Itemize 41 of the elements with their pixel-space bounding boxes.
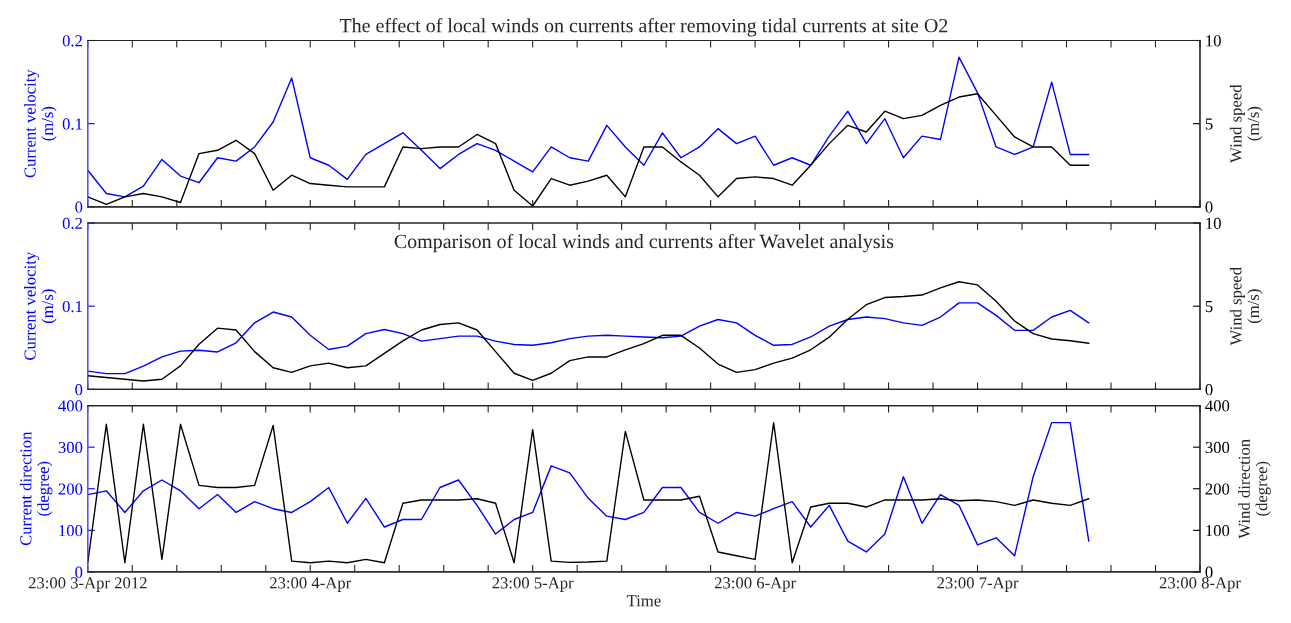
line-series: [87, 302, 1090, 375]
y2-tick-label: 0: [1205, 566, 1213, 578]
y2-tick-label: 0: [1205, 201, 1213, 213]
y-tick-label: 300: [58, 441, 83, 454]
chart-title: The effect of local winds on currents after removing tidal currents at site O2: [339, 18, 948, 37]
y2-axis-title: Wind speed (m/s): [1229, 267, 1263, 346]
x-tick-label: 23:00 8-Apr: [1159, 577, 1241, 592]
y-axis-title: Current velocity (m/s): [23, 69, 57, 178]
text: Comparison of local winds and currents after Wavelet analysis: [394, 233, 894, 253]
x-tick-label: 23:00 6-Apr: [714, 577, 796, 592]
y2-tick-label: 5: [1205, 301, 1213, 313]
y-axis-title: Current velocity (m/s): [23, 251, 57, 360]
x-axis-title: Time: [626, 595, 661, 607]
y-tick-label: 0: [75, 201, 83, 213]
y2-tick-label: 0: [1205, 384, 1213, 396]
line-series: [87, 281, 1090, 382]
y2-tick-label: 5: [1205, 118, 1213, 130]
y-tick-label: 0.2: [62, 217, 83, 230]
line-series: [87, 56, 1090, 198]
y-tick-label: 0.1: [62, 300, 82, 313]
x-tick-label: 23:00 5-Apr: [492, 577, 574, 592]
y-tick-label: 100: [59, 525, 83, 537]
y-tick-label: 0.1: [62, 118, 82, 130]
y2-tick-label: 100: [1206, 525, 1230, 537]
x-tick-label: 23:00 7-Apr: [937, 577, 1019, 592]
y2-tick-label: 300: [1205, 441, 1230, 454]
y2-axis-title: Wind direction (degree): [1238, 439, 1271, 539]
y-tick-label: 200: [58, 483, 83, 495]
y-tick-label: 0.2: [62, 35, 83, 47]
y2-tick-label: 200: [1205, 483, 1230, 495]
y2-tick-label: 10: [1206, 35, 1221, 47]
x-tick-label: 23:00 4-Apr: [269, 577, 352, 592]
line-series: [87, 93, 1090, 207]
y2-tick-label: 400: [1205, 400, 1230, 412]
y-tick-label: 0: [75, 566, 83, 578]
y-tick-label: 400: [58, 400, 83, 412]
y-axis-title: Current direction (degree): [19, 431, 53, 546]
y2-axis-title: Wind speed (m/s): [1229, 84, 1263, 163]
x-tick-label: 23:00 3-Apr 2012: [28, 577, 147, 592]
y2-tick-label: 10: [1206, 217, 1221, 229]
y-tick-label: 0: [75, 384, 83, 396]
